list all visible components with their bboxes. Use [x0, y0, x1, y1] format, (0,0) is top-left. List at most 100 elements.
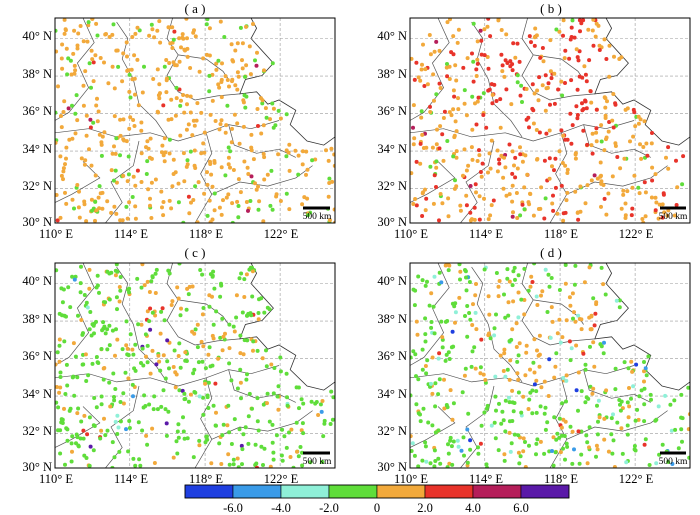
station-point	[62, 31, 67, 36]
station-point	[543, 267, 548, 272]
station-point	[656, 216, 661, 221]
station-point	[288, 455, 293, 459]
station-point	[478, 28, 483, 33]
station-point	[155, 28, 160, 33]
station-point	[166, 268, 171, 273]
station-point	[660, 442, 665, 447]
panel-b-y-labels: 40° N 38° N 36° N 34° N 32° N 30° N	[377, 29, 407, 229]
station-point	[446, 451, 451, 456]
station-point	[488, 336, 493, 341]
station-point	[146, 187, 151, 192]
station-point	[504, 32, 509, 37]
station-point	[179, 98, 183, 103]
station-point	[259, 444, 264, 449]
station-point	[583, 99, 588, 104]
station-point	[191, 371, 196, 376]
y-tick-label: 36° N	[22, 104, 52, 118]
station-point	[617, 305, 622, 310]
station-point	[89, 85, 93, 90]
station-point	[531, 121, 536, 126]
station-point	[164, 421, 169, 426]
station-point	[507, 377, 512, 382]
station-point	[410, 393, 413, 398]
station-point	[100, 134, 105, 139]
station-point	[124, 427, 128, 432]
station-point	[626, 366, 631, 371]
station-point	[687, 455, 690, 460]
station-point	[297, 406, 301, 411]
station-point	[653, 208, 658, 213]
station-point	[208, 162, 213, 166]
station-point	[633, 418, 638, 423]
station-point	[56, 84, 60, 89]
station-point	[99, 428, 104, 433]
y-tick-label: 30° N	[22, 215, 52, 229]
station-point	[231, 59, 236, 64]
station-point	[300, 463, 305, 468]
station-point	[157, 359, 162, 364]
station-point	[490, 92, 495, 97]
station-point	[479, 174, 484, 179]
station-point	[510, 327, 515, 332]
station-point	[135, 276, 140, 281]
colorbar-label: -4.0	[271, 501, 291, 515]
station-point	[589, 314, 594, 319]
station-point	[131, 352, 136, 357]
station-point	[427, 303, 432, 308]
station-point	[504, 87, 509, 92]
station-point	[438, 124, 443, 129]
panel-d-y-labels: 40° N 38° N 36° N 34° N 32° N 30° N	[377, 274, 407, 474]
station-point	[674, 158, 678, 163]
station-point	[63, 462, 67, 467]
station-point	[112, 114, 117, 119]
station-point	[627, 404, 632, 409]
station-point	[55, 362, 58, 367]
station-point	[249, 132, 254, 137]
station-point	[414, 402, 419, 407]
station-point	[445, 465, 450, 468]
station-point	[501, 186, 506, 191]
station-point	[127, 419, 132, 423]
station-point	[185, 162, 190, 167]
station-point	[518, 454, 523, 459]
colorbar-swatch	[424, 484, 474, 499]
province-boundary	[410, 161, 456, 203]
station-point	[90, 208, 94, 213]
station-point	[144, 145, 148, 150]
station-point	[420, 367, 425, 372]
station-point	[63, 190, 67, 195]
panel-a-title: ( a )	[185, 1, 206, 16]
station-point	[160, 205, 164, 210]
station-point	[218, 335, 223, 340]
station-point	[621, 188, 626, 193]
station-point	[132, 366, 137, 371]
station-point	[632, 447, 637, 452]
station-point	[268, 117, 272, 122]
station-point	[579, 389, 584, 394]
station-point	[643, 190, 648, 195]
station-point	[240, 462, 244, 467]
station-point	[604, 135, 609, 140]
station-point	[170, 46, 175, 50]
station-point	[280, 427, 285, 432]
station-point	[590, 131, 595, 136]
station-point	[569, 25, 574, 30]
colorbar-swatches	[184, 484, 570, 499]
station-point	[253, 58, 257, 63]
station-point	[420, 132, 425, 137]
station-point	[184, 359, 189, 363]
y-tick-label: 32° N	[377, 179, 407, 193]
station-point	[473, 366, 478, 371]
station-point	[493, 436, 498, 441]
station-point	[162, 136, 167, 141]
station-point	[517, 461, 522, 466]
station-point	[606, 129, 611, 134]
station-point	[238, 367, 243, 372]
station-point	[567, 56, 572, 61]
station-point	[308, 460, 313, 465]
station-point	[174, 96, 179, 101]
y-tick-label: 40° N	[377, 274, 407, 288]
station-point	[590, 151, 595, 156]
station-point	[532, 43, 537, 48]
station-point	[500, 69, 505, 74]
